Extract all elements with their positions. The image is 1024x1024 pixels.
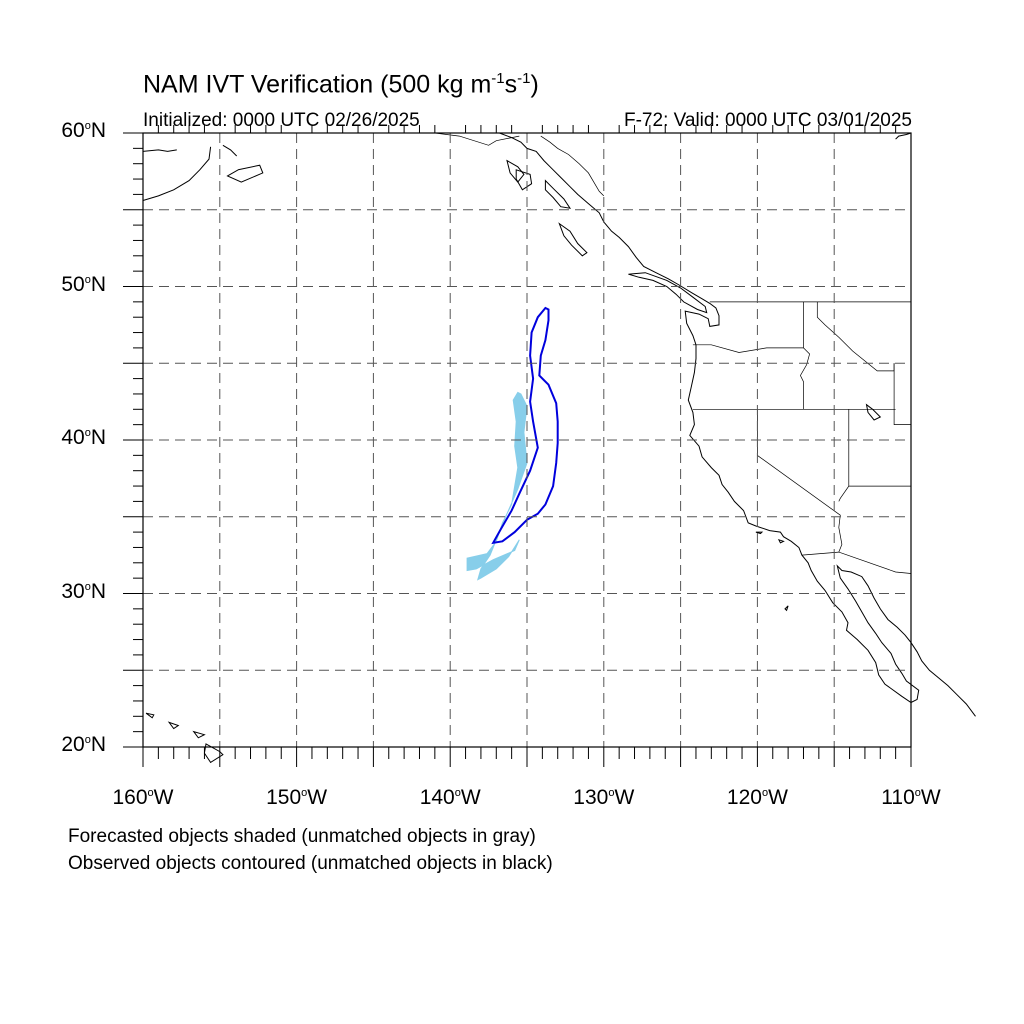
- coastline: [222, 144, 238, 157]
- island-outline: [167, 721, 180, 730]
- observed-note: Observed objects contoured (unmatched ob…: [68, 853, 553, 874]
- ticks-layer: [123, 125, 912, 767]
- x-tick-label: 140oW: [419, 786, 481, 809]
- coastline: [142, 149, 177, 152]
- map-title: NAM IVT Verification (500 kg m-1s-1): [143, 70, 539, 99]
- island-outline: [784, 605, 789, 612]
- island-outline: [145, 712, 155, 719]
- x-tick-label: 160oW: [112, 786, 174, 809]
- y-tick-label: 50oN: [61, 272, 106, 296]
- island-outline: [506, 159, 525, 183]
- y-tick-label: 60oN: [61, 119, 106, 142]
- coastline: [499, 132, 976, 717]
- island-outline: [558, 222, 588, 257]
- island-outline: [192, 730, 206, 739]
- coastline: [895, 132, 912, 140]
- coastline: [142, 146, 212, 201]
- y-tick-label: 20oN: [61, 733, 106, 756]
- forecast-note: Forecasted objects shaded (unmatched obj…: [68, 826, 536, 847]
- y-tick-label: 30oN: [61, 579, 106, 603]
- observed-ivt-contour: [491, 306, 559, 545]
- map-frame: [142, 132, 912, 748]
- forecast-ivt-object: [466, 391, 528, 581]
- island-outline: [755, 531, 764, 535]
- island-outline: [777, 538, 785, 544]
- x-tick-label: 120oW: [726, 786, 788, 809]
- political-boundary: [757, 409, 843, 553]
- political-boundary: [838, 409, 850, 502]
- political-boundary: [800, 301, 810, 410]
- island-outline: [544, 179, 572, 209]
- political-boundary: [816, 301, 895, 372]
- island-outline: [515, 169, 533, 191]
- y-tick-label: 40oN: [61, 426, 106, 449]
- coastline-layer: [142, 132, 976, 764]
- island-outline: [865, 403, 882, 421]
- political-boundary: [801, 551, 912, 574]
- x-tick-label: 110oW: [881, 786, 941, 809]
- x-tick-label: 150oW: [266, 786, 328, 809]
- political-boundary: [434, 132, 520, 146]
- x-tick-label: 130oW: [573, 786, 635, 809]
- island-outline: [628, 272, 708, 314]
- initialized-time-label: Initialized: 0000 UTC 02/26/2025: [143, 110, 420, 131]
- island-outline: [226, 164, 264, 183]
- political-boundary: [540, 135, 605, 197]
- political-boundary: [692, 344, 804, 353]
- political-boundary: [893, 363, 911, 425]
- gridlines-layer: [143, 133, 911, 747]
- ivt-objects-layer: [466, 306, 559, 581]
